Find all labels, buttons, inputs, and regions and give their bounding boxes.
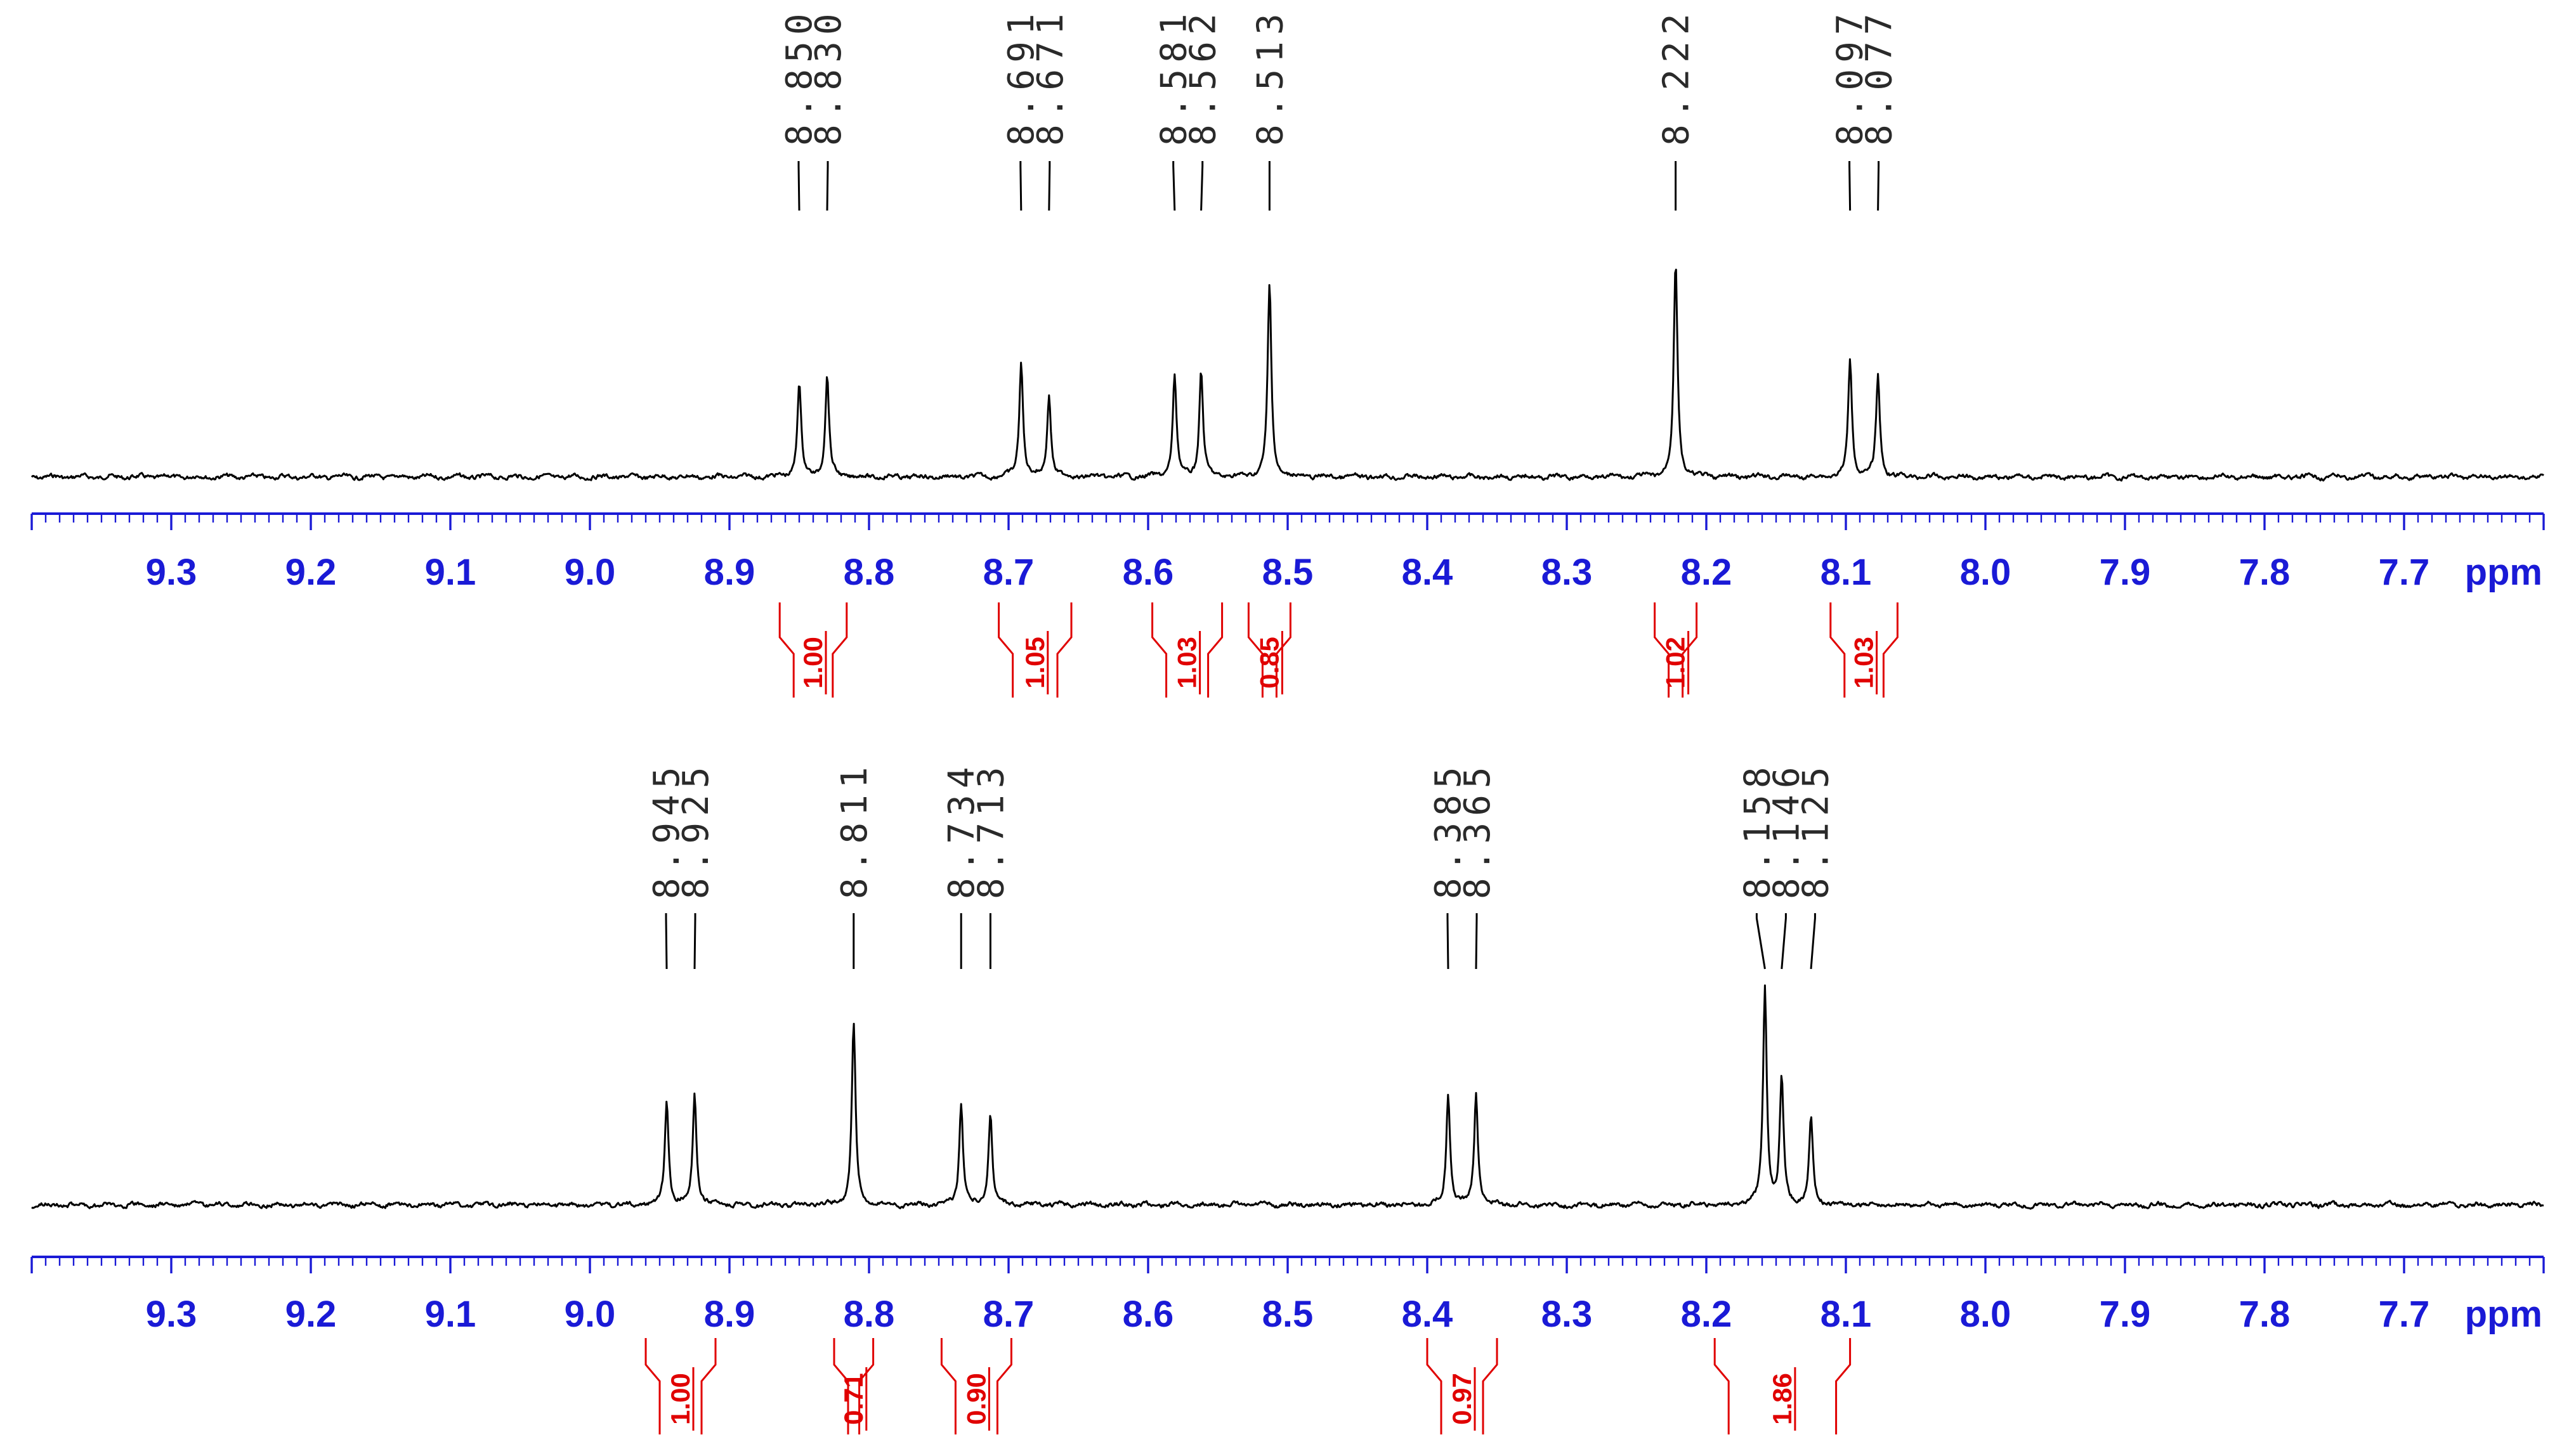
peak-shift-label: 8.734 [941,760,983,899]
peak-shift-label: 8.125 [1795,760,1836,899]
x-tick-label: 9.0 [565,1294,616,1335]
x-tick-label: 8.2 [1681,552,1732,593]
integral-value-label: 0.85 [1254,637,1284,689]
spectrum-trace [30,268,2544,482]
x-tick-label: 8.0 [1960,552,2011,593]
x-tick-label: 8.9 [704,552,755,593]
peak-shift-label: 8.562 [1183,7,1224,146]
x-tick-label: 7.8 [2239,1294,2291,1335]
peak-shift-label: 8.146 [1766,760,1807,899]
peak-shift-label: 8.385 [1428,760,1469,899]
x-tick-label: 9.1 [425,552,476,593]
x-tick-label: 9.1 [425,1294,476,1335]
peak-leader-line [1172,161,1176,211]
x-tick-label: 7.7 [2379,552,2430,593]
x-tick-label: 8.9 [704,1294,755,1335]
x-tick-label: 8.5 [1262,552,1314,593]
x-tick-label: 8.6 [1123,1294,1174,1335]
integral-bracket [778,602,848,698]
x-tick-label: 9.0 [565,552,616,593]
peak-shift-label: 8.077 [1859,7,1900,146]
x-tick-label: 8.1 [1821,1294,1872,1335]
spectrum-trace [31,984,2544,1210]
x-tick-label: 8.7 [983,1294,1035,1335]
peak-shift-label: 8.830 [808,7,849,146]
x-tick-label: 8.1 [1821,552,1872,593]
integral-bracket [1247,602,1291,698]
x-tick-label: 7.8 [2239,552,2291,593]
integral-bracket [1151,602,1224,698]
peak-shift-label: 8.850 [779,7,820,146]
x-unit-label: ppm [2465,1294,2542,1335]
x-tick-label: 8.6 [1123,552,1174,593]
peak-leader-line [1048,161,1051,211]
peak-leader-line [1200,161,1204,211]
integral-bracket [644,1338,717,1434]
peak-shift-label: 8.811 [834,760,875,899]
peak-leader-line [1755,913,1766,970]
integral-bracket [1713,1338,1852,1434]
x-tick-label: 9.3 [146,552,197,593]
x-tick-label: 8.4 [1402,552,1453,593]
integral-bracket [940,1338,1012,1434]
integral-bracket [1829,602,1899,698]
integral-value-label: 1.00 [798,637,828,689]
peak-shift-label: 8.097 [1830,7,1871,146]
x-tick-label: 7.7 [2379,1294,2430,1335]
peak-leader-line [1781,913,1787,970]
integral-bracket [1426,1338,1498,1434]
x-tick-label: 8.8 [844,1294,895,1335]
integral-value-label: 1.86 [1767,1373,1797,1425]
peak-shift-label: 8.713 [971,760,1012,899]
peak-shift-label: 8.581 [1154,7,1195,146]
x-tick-label: 7.9 [2100,1294,2151,1335]
peak-shift-label: 8.671 [1030,7,1071,146]
peak-leader-line [1877,161,1880,211]
peak-leader-line [1475,913,1478,970]
integral-value-label: 0.90 [961,1373,991,1425]
peak-shift-label: 8.945 [646,760,688,899]
spectrum-panel-bottom: 9.3 9.2 9.1 9.0 8.9 8.8 8.7 8.6 8.5 8.4 8.3 8.2 8.1 8… [30,760,2545,1434]
integral-value-label: 1.03 [1172,637,1202,689]
x-tick-label: 8.8 [844,552,895,593]
x-tick-label: 8.2 [1681,1294,1732,1335]
x-tick-label: 8.0 [1960,1294,2011,1335]
x-tick-label: 9.2 [285,1294,337,1335]
integral-value-label: 0.97 [1447,1373,1477,1425]
integral-value-label: 1.05 [1020,637,1050,689]
x-tick-label: 7.9 [2100,552,2151,593]
x-tick-label: 8.5 [1262,1294,1314,1335]
integral-bracket [998,602,1073,698]
peak-leader-line [826,161,829,211]
x-tick-label: 8.3 [1541,552,1593,593]
integral-value-label: 1.03 [1849,637,1879,689]
integral-value-label: 1.02 [1661,637,1690,689]
x-unit-label: ppm [2465,552,2542,593]
peak-shift-label: 8.158 [1737,760,1778,899]
x-tick-label: 8.3 [1541,1294,1593,1335]
peak-leader-line [665,913,668,970]
spectrum-panel-top: 9.3 9.2 9.1 9.0 8.9 8.8 8.7 8.6 8.5 8.4 8.3 8.2 8.1 8… [30,7,2545,698]
peak-shift-label: 8.691 [1001,7,1042,146]
integral-bracket [1654,602,1698,698]
x-tick-label: 8.7 [983,552,1035,593]
peak-shift-label: 8.365 [1457,760,1498,899]
peak-leader-line [1810,913,1816,970]
x-tick-label: 9.3 [146,1294,197,1335]
x-tick-label: 8.4 [1402,1294,1453,1335]
peak-shift-label: 8.513 [1250,7,1291,146]
peak-shift-label: 8.925 [676,760,717,899]
peak-shift-label: 8.222 [1656,7,1697,146]
integral-value-label: 0.71 [839,1373,868,1425]
integral-value-label: 1.00 [665,1373,695,1425]
x-tick-label: 9.2 [285,552,337,593]
